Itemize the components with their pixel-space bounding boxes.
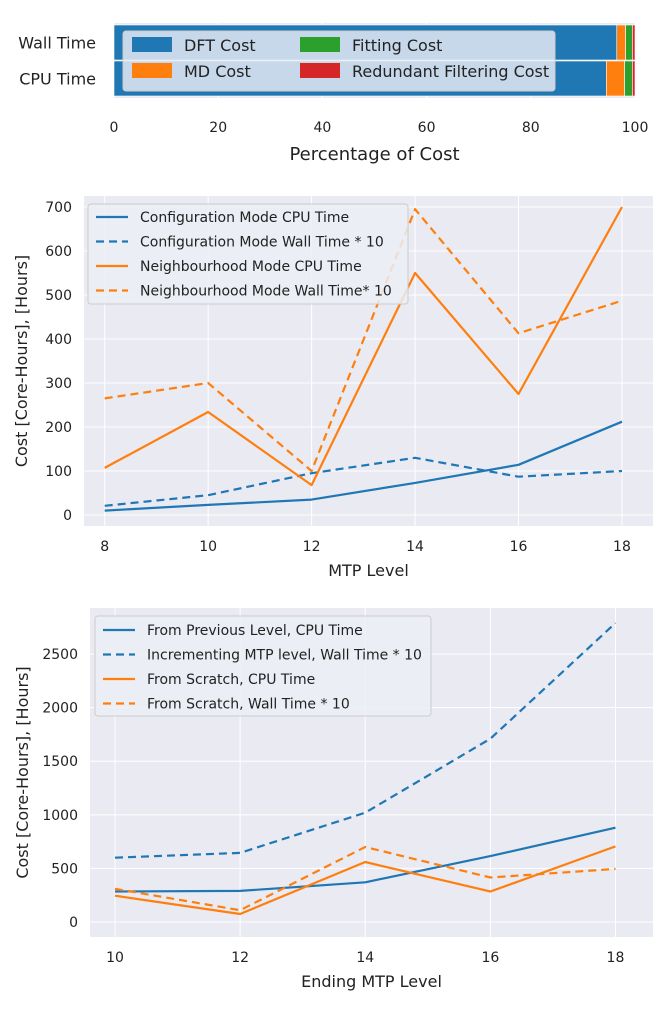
chart-3-line-chart: 0 500 1000 1500 2000 2500 10 12 14 16 18 Ending MTP… xyxy=(13,608,653,991)
chart-2-y-tick-label: 400 xyxy=(45,332,72,348)
series-line-from-scratch-cpu-time xyxy=(114,845,616,916)
chart-1-x-tick-label: 20 xyxy=(209,120,227,136)
chart-1-legend-box xyxy=(122,30,556,92)
series-line-configuration-mode-wall-time-10 xyxy=(104,456,623,507)
chart-3-x-tick-label: 16 xyxy=(481,950,499,966)
chart-3-legend: From Previous Level, CPU Time Incrementin… xyxy=(94,615,432,717)
bar-segment-md-cost xyxy=(606,60,625,97)
legend-swatch xyxy=(132,37,172,52)
bar-segment-md-cost xyxy=(616,24,626,61)
bar-segment-redundant-filtering-cost xyxy=(632,24,636,61)
chart-2-y-axis-label: Cost [Core-Hours], [Hours] xyxy=(12,255,31,467)
chart-1-x-tick-label: 0 xyxy=(110,120,119,136)
chart-3-y-tick-label: 0 xyxy=(69,915,78,931)
chart-3-y-tick-label: 2000 xyxy=(42,701,78,717)
chart-2-legend-box xyxy=(87,203,409,305)
chart-3-y-tick-label: 1000 xyxy=(42,808,78,824)
chart-3-x-tick-label: 10 xyxy=(106,950,124,966)
legend-label: MD Cost xyxy=(184,62,251,81)
bar-segment-redundant-filtering-cost xyxy=(632,60,636,97)
chart-2-y-tick-label: 500 xyxy=(45,288,72,304)
legend-label: Redundant Filtering Cost xyxy=(352,62,549,81)
legend-swatch xyxy=(300,37,340,52)
legend-label: Neighbourhood Mode CPU Time xyxy=(140,259,362,275)
legend-label: DFT Cost xyxy=(184,36,256,55)
series-line-neighbourhood-mode-cpu-time xyxy=(104,206,623,487)
chart-3-x-tick-label: 12 xyxy=(231,950,249,966)
legend-label: From Previous Level, CPU Time xyxy=(147,623,363,639)
chart-2-y-tick-label: 100 xyxy=(45,464,72,480)
chart-3-y-tick-label: 2500 xyxy=(42,647,78,663)
chart-3-x-tick-label: 18 xyxy=(607,950,625,966)
chart-1-legend: DFT Cost MD Cost Fitting Cost Redundant Fil… xyxy=(122,30,556,92)
chart-1-x-axis-label: Percentage of Cost xyxy=(289,144,459,165)
series-line-incrementing-mtp-level-wall-time-10 xyxy=(114,622,617,859)
chart-2-y-tick-label: 700 xyxy=(45,200,72,216)
chart-2-x-tick-label: 18 xyxy=(613,539,631,555)
chart-2-x-tick-label: 10 xyxy=(199,539,217,555)
chart-1-category-label: CPU Time xyxy=(19,70,96,89)
chart-1-stacked-bar: 0 20 40 60 80 100 Wall Time CPU Time Percentage … xyxy=(18,23,648,165)
series-line-configuration-mode-cpu-time xyxy=(104,420,623,512)
chart-2-y-tick-label: 0 xyxy=(63,508,72,524)
chart-1-x-tick-label: 80 xyxy=(522,120,540,136)
legend-label: Neighbourhood Mode Wall Time* 10 xyxy=(140,284,392,300)
legend-label: Fitting Cost xyxy=(352,36,442,55)
chart-2-line-chart: 0 100 200 300 400 500 600 700 8 10 12 14 16 18 MTP Lev… xyxy=(12,196,653,580)
legend-swatch xyxy=(132,63,172,78)
legend-label: Configuration Mode CPU Time xyxy=(140,210,349,226)
chart-2-x-axis-label: MTP Level xyxy=(328,561,409,580)
chart-2-x-tick-label: 12 xyxy=(303,539,321,555)
chart-1-x-tick-label: 40 xyxy=(313,120,331,136)
legend-label: From Scratch, Wall Time * 10 xyxy=(147,697,350,713)
bar-segment-fitting-cost xyxy=(625,24,633,61)
chart-2-y-tick-label: 200 xyxy=(45,420,72,436)
chart-2-x-tick-label: 16 xyxy=(510,539,528,555)
chart-1-x-tick-label: 100 xyxy=(622,120,649,136)
bar-segment-fitting-cost xyxy=(624,60,633,97)
chart-3-y-tick-label: 1500 xyxy=(42,754,78,770)
chart-3-y-axis-label: Cost [Core-Hours], [Hours] xyxy=(13,666,32,878)
chart-3-x-axis-label: Ending MTP Level xyxy=(301,972,442,991)
chart-2-x-tick-label: 8 xyxy=(100,539,109,555)
chart-1-category-label: Wall Time xyxy=(18,34,96,53)
series-line-from-previous-level-cpu-time xyxy=(114,826,616,893)
legend-label: Configuration Mode Wall Time * 10 xyxy=(140,235,384,251)
chart-2-legend: Configuration Mode CPU Time Configuration… xyxy=(87,203,409,305)
legend-label: From Scratch, CPU Time xyxy=(147,672,315,688)
chart-2-x-tick-label: 14 xyxy=(406,539,424,555)
chart-2-y-tick-label: 600 xyxy=(45,244,72,260)
legend-swatch xyxy=(300,63,340,78)
series-line-from-scratch-wall-time-10 xyxy=(114,845,616,912)
legend-label: Incrementing MTP level, Wall Time * 10 xyxy=(147,648,422,664)
chart-2-y-tick-label: 300 xyxy=(45,376,72,392)
chart-1-x-tick-label: 60 xyxy=(418,120,436,136)
chart-3-y-tick-label: 500 xyxy=(51,861,78,877)
chart-3-legend-box xyxy=(94,615,432,717)
chart-3-x-tick-label: 14 xyxy=(356,950,374,966)
series-line-neighbourhood-mode-wall-time-10 xyxy=(104,208,623,473)
